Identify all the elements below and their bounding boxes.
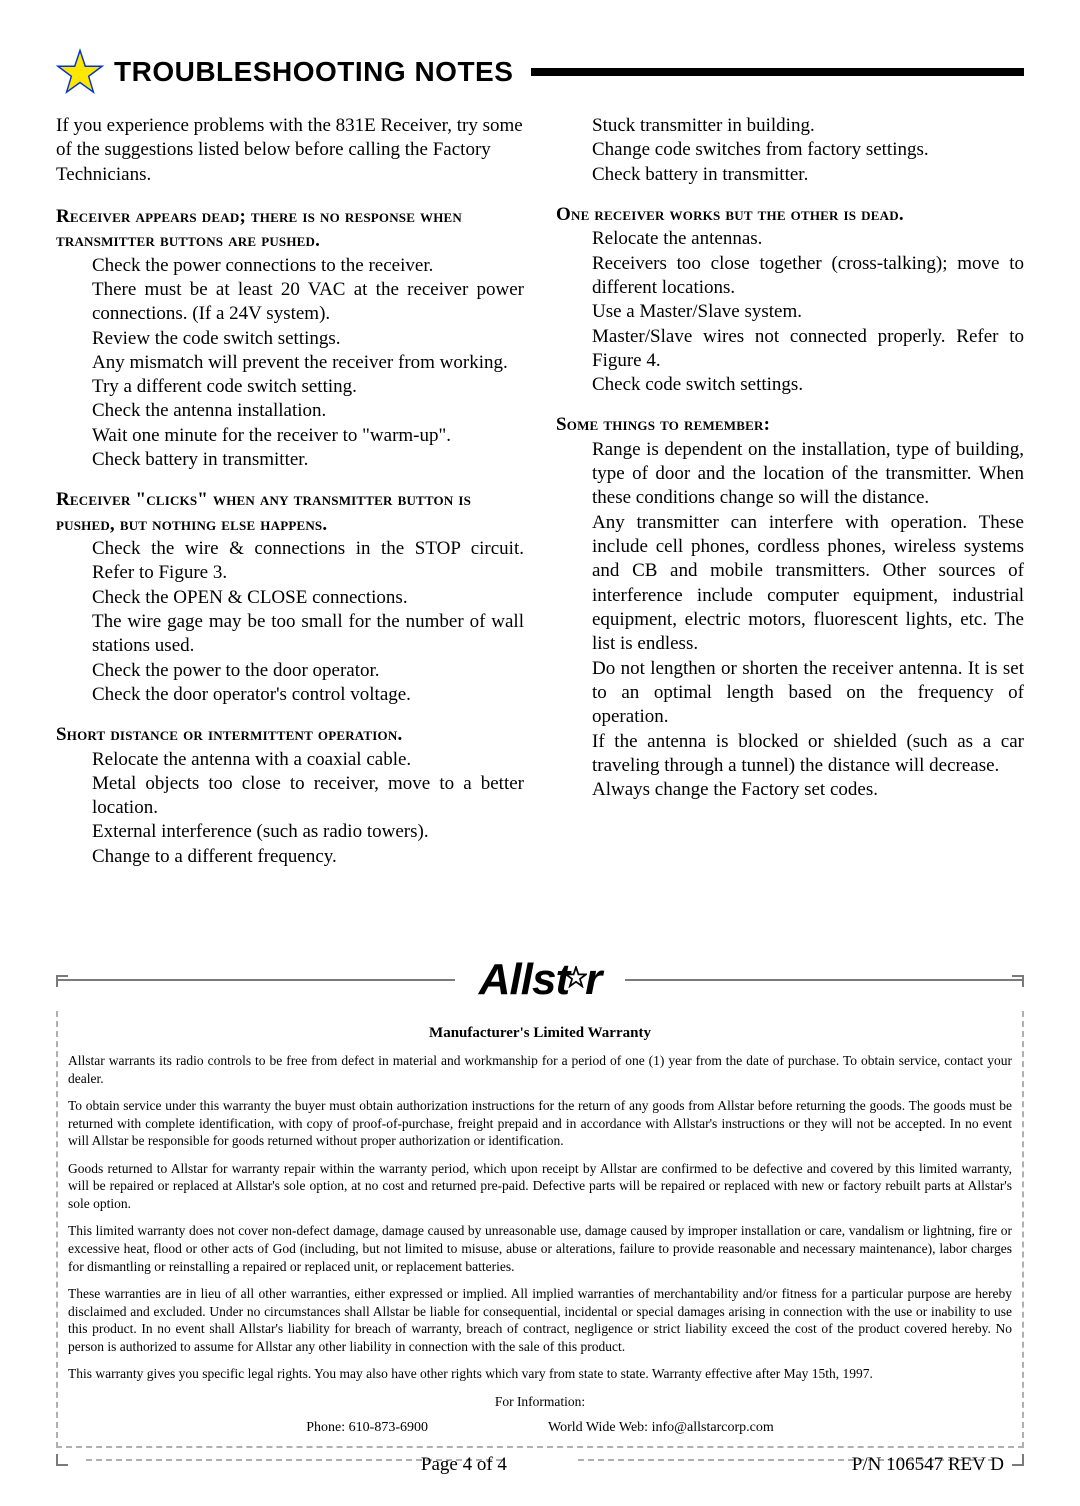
warranty-para: This warranty gives you specific legal r… bbox=[68, 1365, 1012, 1383]
section-heading: Short distance or intermittent operation… bbox=[56, 723, 524, 747]
section-item: Check the OPEN & CLOSE connections. bbox=[92, 586, 524, 610]
section-one-receiver: One receiver works but the other is dead… bbox=[556, 203, 1024, 398]
section-item: Metal objects too close to receiver, mov… bbox=[92, 772, 524, 821]
warranty-para: This limited warranty does not cover non… bbox=[68, 1222, 1012, 1275]
section-item: Stuck transmitter in building. bbox=[592, 114, 1024, 138]
logo-text-2: r bbox=[585, 955, 601, 1004]
section-item: Check code switch settings. bbox=[592, 373, 1024, 397]
section-heading: Receiver appears dead; there is no respo… bbox=[56, 205, 524, 254]
section-heading: One receiver works but the other is dead… bbox=[556, 203, 1024, 227]
section-item: Check the power to the door operator. bbox=[92, 659, 524, 683]
section-continued: Stuck transmitter in building. Change co… bbox=[556, 114, 1024, 187]
contact-web: World Wide Web: info@allstarcorp.com bbox=[548, 1420, 774, 1436]
section-item: Check the antenna installation. bbox=[92, 399, 524, 423]
warranty-para: Goods returned to Allstar for warranty r… bbox=[68, 1160, 1012, 1213]
page-footer: Page 4 of 4 P/N 106547 REV D bbox=[56, 1454, 1024, 1476]
contact-phone: Phone: 610-873-6900 bbox=[306, 1420, 428, 1436]
section-item: Do not lengthen or shorten the receiver … bbox=[592, 657, 1024, 730]
section-item: Check the power connections to the recei… bbox=[92, 254, 524, 278]
section-item: Receivers too close together (cross-talk… bbox=[592, 252, 1024, 301]
warranty-box: Manufacturer's Limited Warranty Allstar … bbox=[56, 1011, 1024, 1448]
section-item: The wire gage may be too small for the n… bbox=[92, 610, 524, 659]
section-body: Stuck transmitter in building. Change co… bbox=[556, 114, 1024, 187]
section-item: Any mismatch will prevent the receiver f… bbox=[92, 351, 524, 375]
section-item: If the antenna is blocked or shielded (s… bbox=[592, 730, 1024, 779]
section-item: Range is dependent on the installation, … bbox=[592, 438, 1024, 511]
section-item: Check the door operator's control voltag… bbox=[92, 683, 524, 707]
section-body: Range is dependent on the installation, … bbox=[556, 438, 1024, 803]
warranty-para: Allstar warrants its radio controls to b… bbox=[68, 1052, 1012, 1087]
left-column: If you experience problems with the 831E… bbox=[56, 114, 524, 885]
section-receiver-dead: Receiver appears dead; there is no respo… bbox=[56, 205, 524, 472]
intro-text: If you experience problems with the 831E… bbox=[56, 114, 524, 187]
allstar-logo: Allstr bbox=[473, 955, 607, 1005]
warranty-para: To obtain service under this warranty th… bbox=[68, 1097, 1012, 1150]
footer-part-number: P/N 106547 REV D bbox=[852, 1454, 1004, 1476]
section-body: Check the wire & connections in the STOP… bbox=[56, 537, 524, 707]
section-heading: Some things to remember: bbox=[556, 413, 1024, 437]
warranty-title: Manufacturer's Limited Warranty bbox=[68, 1025, 1012, 1042]
section-item: Review the code switch settings. bbox=[92, 327, 524, 351]
right-column: Stuck transmitter in building. Change co… bbox=[556, 114, 1024, 885]
section-body: Relocate the antenna with a coaxial cabl… bbox=[56, 748, 524, 870]
section-item: Change to a different frequency. bbox=[92, 845, 524, 869]
section-item: Check the wire & connections in the STOP… bbox=[92, 537, 524, 586]
section-remember: Some things to remember: Range is depend… bbox=[556, 413, 1024, 802]
section-item: Relocate the antenna with a coaxial cabl… bbox=[92, 748, 524, 772]
footer-page-number: Page 4 of 4 bbox=[421, 1454, 507, 1476]
content-columns: If you experience problems with the 831E… bbox=[56, 114, 1024, 885]
logo-rule-left bbox=[56, 973, 455, 987]
star-icon bbox=[56, 48, 104, 96]
page-title: TROUBLESHOOTING NOTES bbox=[114, 56, 513, 88]
logo-rule-right bbox=[625, 973, 1024, 987]
document-page: TROUBLESHOOTING NOTES If you experience … bbox=[0, 0, 1080, 1506]
section-item: Wait one minute for the receiver to "war… bbox=[92, 424, 524, 448]
section-item: External interference (such as radio tow… bbox=[92, 820, 524, 844]
section-short-distance: Short distance or intermittent operation… bbox=[56, 723, 524, 869]
section-item: There must be at least 20 VAC at the rec… bbox=[92, 278, 524, 327]
logo-row: Allstr bbox=[56, 955, 1024, 1005]
contact-row: Phone: 610-873-6900 World Wide Web: info… bbox=[68, 1420, 1012, 1436]
section-item: Check battery in transmitter. bbox=[92, 448, 524, 472]
section-heading: Receiver "clicks" when any transmitter b… bbox=[56, 488, 524, 537]
warranty-para: These warranties are in lieu of all othe… bbox=[68, 1285, 1012, 1355]
logo-star-icon bbox=[565, 966, 587, 988]
section-body: Check the power connections to the recei… bbox=[56, 254, 524, 473]
section-body: Relocate the antennas. Receivers too clo… bbox=[556, 227, 1024, 397]
section-item: Relocate the antennas. bbox=[592, 227, 1024, 251]
section-item: Check battery in transmitter. bbox=[592, 163, 1024, 187]
section-item: Change code switches from factory settin… bbox=[592, 138, 1024, 162]
section-item: Try a different code switch setting. bbox=[92, 375, 524, 399]
section-item: Always change the Factory set codes. bbox=[592, 778, 1024, 802]
title-rule bbox=[531, 68, 1024, 76]
section-item: Any transmitter can interfere with opera… bbox=[592, 511, 1024, 657]
header: TROUBLESHOOTING NOTES bbox=[56, 48, 1024, 96]
logo-text-1: Allst bbox=[479, 955, 569, 1004]
section-receiver-clicks: Receiver "clicks" when any transmitter b… bbox=[56, 488, 524, 707]
section-item: Use a Master/Slave system. bbox=[592, 300, 1024, 324]
for-information-label: For Information: bbox=[68, 1393, 1012, 1411]
section-item: Master/Slave wires not connected properl… bbox=[592, 325, 1024, 374]
